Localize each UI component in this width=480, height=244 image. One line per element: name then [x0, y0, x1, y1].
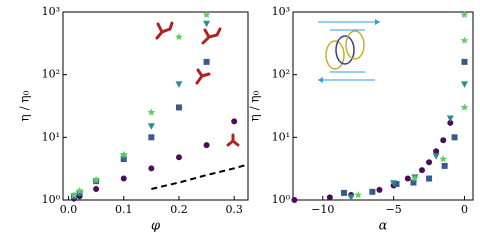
- x-tick-label: −10: [311, 203, 334, 216]
- point: [175, 32, 183, 41]
- point: [376, 186, 383, 193]
- molecule-icons: [155, 21, 240, 147]
- point: [119, 150, 128, 158]
- point: [369, 188, 376, 195]
- point: [451, 134, 458, 141]
- helix-loop: [345, 30, 365, 60]
- point: [393, 181, 400, 188]
- point: [440, 137, 447, 144]
- point: [93, 185, 100, 192]
- x-tick-label: 0.3: [225, 203, 243, 216]
- point: [203, 58, 210, 65]
- point: [70, 191, 78, 199]
- helix-icon: [318, 19, 380, 83]
- x-tick-label: 0.0: [60, 203, 78, 216]
- point: [446, 115, 454, 122]
- point: [447, 119, 454, 126]
- point: [175, 81, 183, 88]
- point: [460, 10, 469, 19]
- point: [92, 175, 100, 184]
- y-tick-label: 10³: [42, 5, 60, 18]
- icon: [155, 21, 174, 40]
- point: [147, 108, 156, 116]
- point: [460, 36, 469, 44]
- icon: [201, 27, 222, 45]
- point: [390, 180, 398, 187]
- point: [404, 175, 411, 182]
- point: [441, 162, 448, 169]
- point: [433, 148, 440, 155]
- point: [439, 155, 448, 163]
- point: [147, 123, 155, 130]
- point: [175, 154, 182, 161]
- point: [175, 104, 182, 111]
- axes-frame: [62, 11, 249, 201]
- point: [148, 134, 155, 141]
- y-tick-label: 10⁰: [272, 193, 291, 206]
- point: [411, 174, 419, 182]
- x-axis-label: α: [379, 219, 388, 234]
- x-tick-label: 0.1: [115, 203, 133, 216]
- point: [354, 191, 362, 199]
- y-tick-label: 10³: [272, 5, 290, 18]
- y-tick-label: 10²: [42, 68, 60, 81]
- y-tick-label: 10²: [272, 68, 290, 81]
- y-axis-label: η / η₀: [18, 90, 32, 121]
- trend-line: [151, 163, 249, 190]
- point: [426, 159, 433, 166]
- x-tick-label: 0.2: [170, 203, 188, 216]
- point: [148, 165, 155, 172]
- point: [76, 189, 84, 197]
- point: [291, 197, 298, 203]
- x-axis-label: φ: [151, 219, 161, 234]
- point: [460, 103, 469, 111]
- point: [341, 189, 348, 196]
- panel: −10 −5 0 10⁰ 10¹ 10² 10³ α η / η₀: [248, 5, 474, 234]
- point: [461, 58, 468, 65]
- y-tick-label: 10⁰: [42, 193, 61, 206]
- y-tick-label: 10¹: [42, 130, 60, 143]
- point: [426, 175, 433, 182]
- icon: [226, 133, 240, 147]
- axes-frame: [292, 11, 474, 201]
- panel: 0.0 0.1 0.2 0.3 10⁰ 10¹ 10² 10³ φ η / η₀: [18, 5, 249, 234]
- helix-loop: [335, 35, 355, 65]
- x-tick-label: 0: [461, 203, 468, 216]
- icon: [195, 68, 211, 85]
- point: [120, 175, 127, 182]
- point: [203, 142, 210, 149]
- y-axis-label: η / η₀: [248, 90, 262, 121]
- point: [231, 118, 238, 125]
- point: [347, 194, 355, 201]
- point: [203, 20, 211, 28]
- point: [202, 10, 211, 19]
- y-tick-label: 10¹: [272, 130, 290, 143]
- point: [75, 186, 84, 195]
- point: [460, 81, 468, 88]
- arrowhead: [318, 77, 323, 83]
- point: [410, 179, 417, 186]
- helix-loop: [325, 40, 345, 70]
- point: [326, 194, 333, 201]
- arrowhead: [375, 19, 380, 25]
- point: [432, 153, 440, 160]
- x-tick-label: −5: [386, 203, 402, 216]
- point: [418, 167, 425, 174]
